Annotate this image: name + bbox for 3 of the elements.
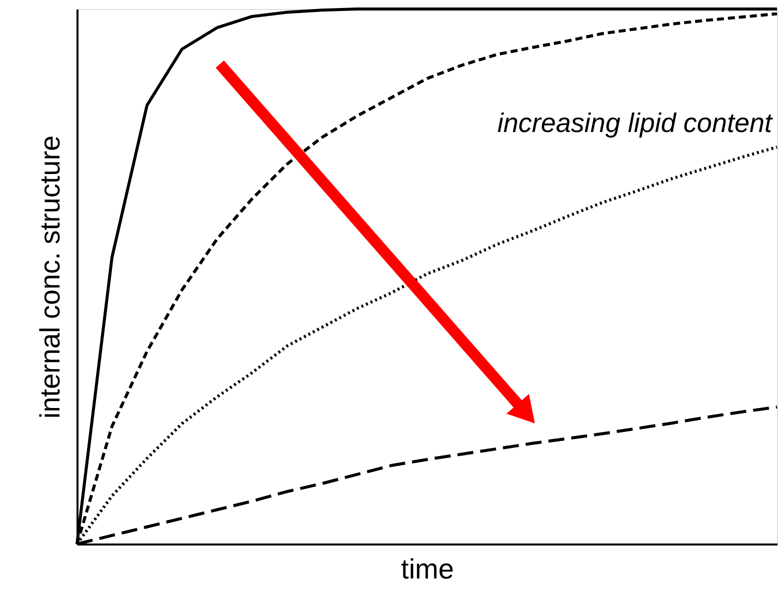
annotation: increasing lipid content (497, 108, 774, 138)
y-axis-title: internal conc. structure (34, 135, 66, 419)
x-axis-title: time (401, 554, 454, 584)
